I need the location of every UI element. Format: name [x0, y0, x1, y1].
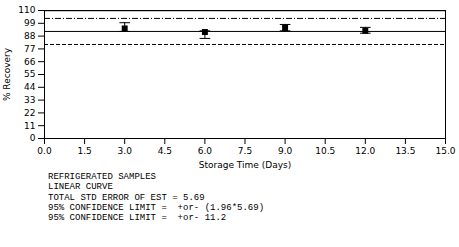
svg-text:55: 55	[24, 69, 35, 79]
svg-text:77: 77	[24, 44, 35, 54]
html-text:REFRIGERATED SAMPLES LINEAR CU: REFRIGERATED SAMPLES LINEAR CURVE TOTAL …	[48, 172, 264, 224]
svg-text:4.5: 4.5	[158, 146, 172, 156]
svg-text:44: 44	[24, 82, 36, 92]
svg-text:12.0: 12.0	[355, 146, 375, 156]
svg-text:3.0: 3.0	[118, 146, 133, 156]
svg-text:6.0: 6.0	[198, 146, 213, 156]
svg-text:7.5: 7.5	[238, 146, 252, 156]
svg-text:1.5: 1.5	[77, 146, 91, 156]
svg-text:110: 110	[18, 5, 35, 15]
svg-text:15.0: 15.0	[435, 146, 455, 156]
svg-text:66: 66	[24, 57, 36, 67]
svg-text:0: 0	[30, 133, 36, 143]
svg-text:13.5: 13.5	[395, 146, 415, 156]
svg-text:0.0: 0.0	[37, 146, 52, 156]
svg-text:88: 88	[24, 31, 36, 41]
svg-text:Storage Time (Days): Storage Time (Days)	[199, 160, 291, 170]
svg-text:99: 99	[24, 18, 36, 28]
svg-text:22: 22	[24, 108, 35, 118]
svg-text:11: 11	[24, 121, 35, 131]
svg-text:9.0: 9.0	[278, 146, 293, 156]
svg-text:10.5: 10.5	[315, 146, 335, 156]
svg-text:% Recovery: % Recovery	[2, 47, 12, 101]
svg-text:33: 33	[24, 95, 35, 105]
